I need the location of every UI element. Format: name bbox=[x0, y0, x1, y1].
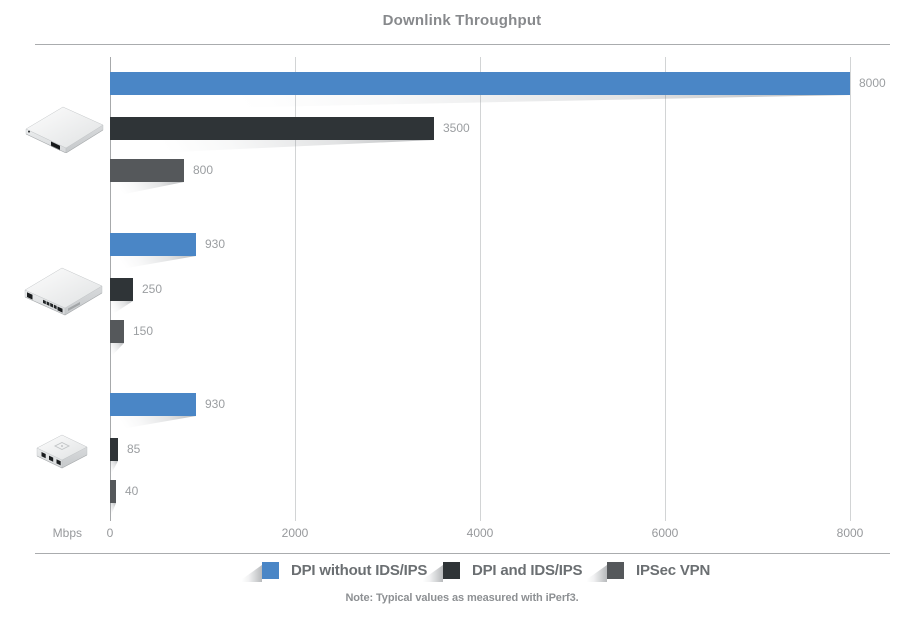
bar-rackmount-router-large-dpi-without-ids-ips bbox=[110, 72, 850, 95]
x-tick-label-4000: 4000 bbox=[466, 526, 494, 540]
bar-rackmount-router-medium-dpi-without-ids-ips bbox=[110, 233, 196, 256]
x-tick-label-0: 0 bbox=[106, 526, 114, 540]
device-image-rackmount-router-large bbox=[25, 106, 104, 153]
bar-value-label: 8000 bbox=[859, 76, 886, 90]
chart-title: Downlink Throughput bbox=[382, 12, 542, 29]
bar-rackmount-router-large-ipsec-vpn bbox=[110, 159, 184, 182]
device-logo bbox=[53, 441, 71, 451]
x-tick-label-2000: 2000 bbox=[281, 526, 309, 540]
device-image-rackmount-router-medium bbox=[24, 267, 103, 316]
bar-value-label: 800 bbox=[193, 163, 214, 177]
note-text: Note: Typical values as measured with iP… bbox=[345, 592, 579, 604]
bar-value-label: 250 bbox=[142, 282, 163, 296]
legend: DPI without IDS/IPS DPI and IDS/IPS IPSe… bbox=[0, 561, 924, 585]
device-port bbox=[41, 452, 46, 459]
device-port bbox=[43, 299, 46, 305]
bar-value-label: 930 bbox=[205, 237, 226, 251]
bar-shadow bbox=[110, 503, 116, 518]
bar-shadow bbox=[110, 140, 434, 155]
bar-value-label: 85 bbox=[127, 442, 141, 456]
bar-shadow bbox=[110, 256, 196, 271]
legend-swatch-shadow bbox=[238, 565, 262, 582]
bar-shadow bbox=[110, 461, 118, 476]
bar-rackmount-router-medium-dpi-and-ids-ips bbox=[110, 278, 133, 301]
x-axis: Mbps 0 2000 4000 6000 8000 bbox=[0, 526, 924, 542]
plot-area: 8000 3500 800 930 250 150 930 85 40 bbox=[0, 57, 924, 521]
device-logo-dot bbox=[61, 445, 63, 447]
bar-desktop-gateway-small-dpi-without-ids-ips bbox=[110, 393, 196, 416]
bar-shadow bbox=[110, 301, 133, 316]
divider-top bbox=[35, 44, 890, 45]
legend-label: IPSec VPN bbox=[636, 562, 711, 579]
device-vent bbox=[68, 302, 80, 311]
x-tick-label-8000: 8000 bbox=[836, 526, 864, 540]
axis-unit-label: Mbps bbox=[52, 526, 82, 540]
device-port bbox=[57, 306, 63, 313]
legend-swatch-dark bbox=[443, 562, 460, 579]
device-image-desktop-gateway-small bbox=[36, 434, 88, 469]
gridline-6000 bbox=[665, 57, 666, 521]
divider-bottom bbox=[35, 553, 890, 554]
bar-shadow bbox=[110, 416, 196, 431]
bar-desktop-gateway-small-dpi-and-ids-ips bbox=[110, 438, 118, 461]
device-led bbox=[28, 130, 30, 133]
device-port bbox=[56, 459, 61, 466]
bar-rackmount-router-medium-ipsec-vpn bbox=[110, 320, 124, 343]
gridline-2000 bbox=[295, 57, 296, 521]
bar-shadow bbox=[110, 343, 124, 358]
device-port bbox=[50, 302, 53, 308]
legend-swatch-shadow bbox=[583, 565, 607, 582]
bar-value-label: 3500 bbox=[443, 121, 470, 135]
device-port bbox=[46, 301, 50, 306]
device-port bbox=[53, 304, 57, 310]
device-port bbox=[49, 455, 54, 462]
legend-swatch-blue bbox=[262, 562, 279, 579]
bar-shadow bbox=[110, 182, 184, 197]
bar-value-label: 930 bbox=[205, 397, 226, 411]
gridline-4000 bbox=[480, 57, 481, 521]
legend-label: DPI without IDS/IPS bbox=[291, 562, 428, 579]
legend-label: DPI and IDS/IPS bbox=[472, 562, 583, 579]
device-port bbox=[27, 292, 33, 300]
bar-rackmount-router-large-dpi-and-ids-ips bbox=[110, 117, 434, 140]
x-tick-label-6000: 6000 bbox=[651, 526, 679, 540]
device-port-block bbox=[51, 141, 60, 151]
bar-value-label: 40 bbox=[125, 484, 139, 498]
bar-value-label: 150 bbox=[133, 324, 154, 338]
bar-desktop-gateway-small-ipsec-vpn bbox=[110, 480, 116, 503]
gridline-8000 bbox=[850, 57, 851, 521]
legend-swatch-gray bbox=[607, 562, 624, 579]
